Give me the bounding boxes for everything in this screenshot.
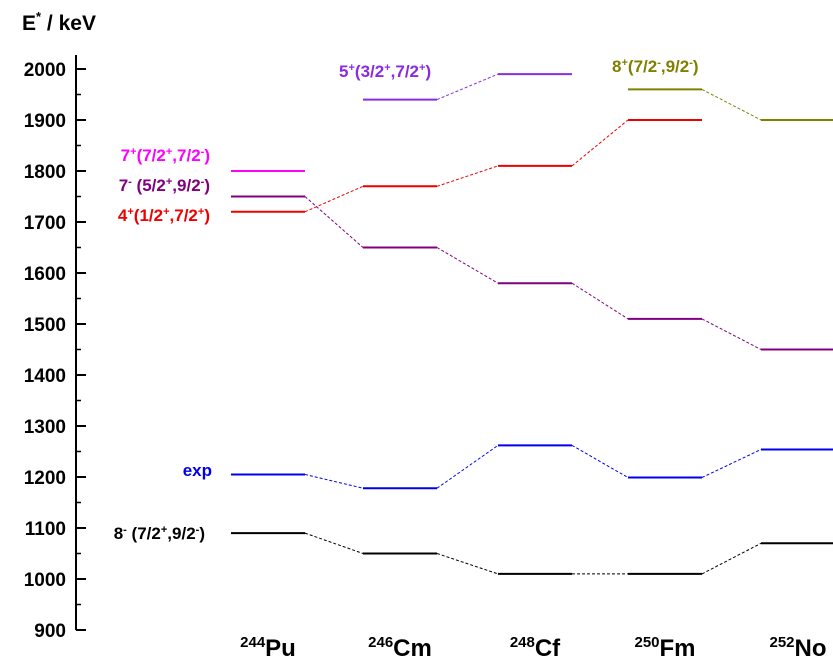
connector-exp <box>436 444 499 489</box>
connector-exp <box>701 449 762 478</box>
y-tick-label: 1200 <box>24 468 66 489</box>
y-tick-label: 1500 <box>24 315 66 336</box>
series-labels: 8- (7/2+,9/2-) exp 4+(1/2+,7/2+) 7- (5/2+,9… <box>114 57 699 543</box>
y-tick-label: 1100 <box>25 519 66 540</box>
connector-s4plus <box>304 185 364 213</box>
y-axis-label: E* / keV <box>22 9 96 35</box>
connector-s4plus <box>571 119 629 167</box>
series-label-s4plus: 4+(1/2+,7/2+) <box>118 206 210 225</box>
connector-s8minus <box>701 542 762 575</box>
x-label-cm: 246Cm <box>368 634 432 662</box>
connector-s5plus <box>436 73 499 101</box>
y-tick-label: 1000 <box>24 570 66 591</box>
connector-s4plus <box>436 165 499 187</box>
connector-exp <box>571 444 629 478</box>
series-label-s7plus: 7+(7/2+,7/2-) <box>121 146 210 165</box>
connector-s8plus <box>701 88 762 121</box>
connectors <box>304 73 762 575</box>
connector-s7minus <box>571 282 629 320</box>
series-label-s8minus: 8- (7/2+,9/2-) <box>114 524 205 543</box>
x-label-cf: 248Cf <box>510 634 561 662</box>
series-label-s5plus: 5+(3/2+,7/2+) <box>339 62 431 81</box>
y-tick-label: 1400 <box>24 366 66 387</box>
x-labels: 244Pu 246Cm 248Cf 250Fm 252No <box>240 634 826 662</box>
series-label-exp: exp <box>183 461 212 480</box>
connector-s8minus <box>304 532 364 554</box>
x-label-fm: 250Fm <box>634 634 695 662</box>
y-tick-label: 2000 <box>24 60 66 81</box>
y-axis: 900 1000 1100 1200 1300 1400 1500 1600 1700 1800 1… <box>24 55 86 642</box>
y-tick-label: 1900 <box>24 111 66 132</box>
connector-s8minus <box>436 553 499 575</box>
series-label-s7minus: 7- (5/2+,9/2-) <box>119 176 210 195</box>
x-label-pu: 244Pu <box>240 634 296 662</box>
connector-s7minus <box>436 247 499 284</box>
y-tick-label: 1700 <box>24 213 66 234</box>
connector-s7minus <box>701 318 762 350</box>
y-tick-label: 1300 <box>24 417 66 438</box>
series-label-s8plus: 8+(7/2-,9/2-) <box>612 57 699 76</box>
connector-exp <box>304 473 364 489</box>
y-ticks: 900 1000 1100 1200 1300 1400 1500 1600 1700 1800 1… <box>24 60 86 642</box>
connector-s7minus <box>304 196 364 248</box>
y-tick-label: 900 <box>34 621 66 642</box>
x-label-no: 252No <box>769 634 826 662</box>
y-tick-label: 1800 <box>24 162 66 183</box>
levels <box>231 73 833 575</box>
y-tick-label: 1600 <box>24 264 66 285</box>
